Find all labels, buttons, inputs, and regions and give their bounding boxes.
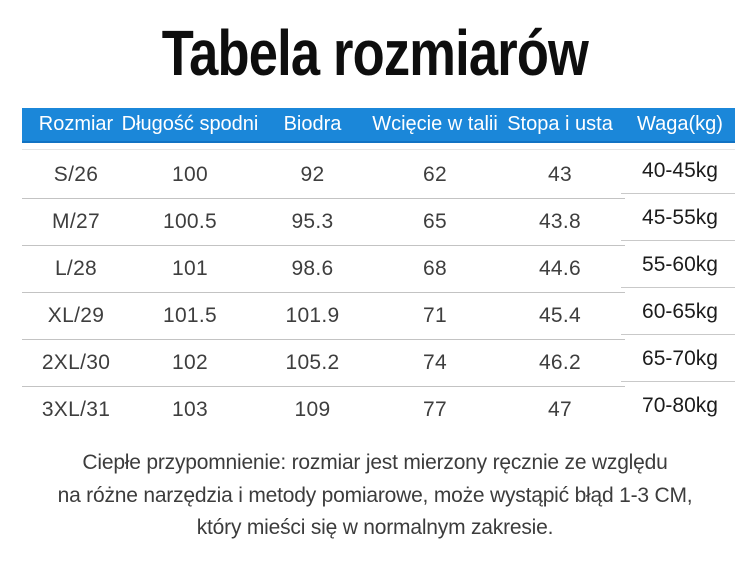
- table-row: 3XL/31 103 109 77 47 70-80kg: [22, 386, 735, 433]
- note-line: który mieści się w normalnym zakresie.: [196, 516, 554, 539]
- column-header-size: Rozmiar: [38, 113, 114, 135]
- table-row: XL/29 101.5 101.9 71 45.4 60-65kg: [22, 292, 735, 340]
- table-header-row: Rozmiar Długość spodni Biodra Wcięcie w …: [22, 108, 735, 143]
- cell-pants-length: 102: [130, 339, 250, 387]
- cell-foot-mouth: 47: [548, 397, 572, 421]
- cell-hips: 109: [294, 397, 331, 421]
- cell-hips: 105.2: [250, 339, 375, 387]
- cell-pants-length: 101: [130, 245, 250, 293]
- cell-pants-length: 100.5: [130, 198, 250, 246]
- header-divider: [22, 149, 735, 150]
- cell-size: 3XL/31: [41, 397, 111, 421]
- cell-weight: 55-60kg: [621, 245, 735, 292]
- column-header-waist: Wcięcie w talii: [372, 113, 498, 135]
- cell-weight: 45-55kg: [621, 198, 735, 245]
- cell-foot-mouth: 43: [495, 151, 625, 199]
- column-header-weight: Waga(kg): [637, 113, 723, 135]
- measurement-note: Ciepłe przypomnienie: rozmiar jest mierz…: [0, 447, 750, 545]
- cell-foot-mouth: 45.4: [495, 292, 625, 340]
- table-row: L/28 101 98.6 68 44.6 55-60kg: [22, 245, 735, 293]
- note-line: na różne narzędzia i metody pomiarowe, m…: [57, 483, 693, 507]
- column-header-hips: Biodra: [283, 113, 342, 135]
- cell-size: S/26: [22, 151, 130, 199]
- cell-size: 2XL/30: [22, 339, 130, 387]
- cell-foot-mouth: 46.2: [495, 339, 625, 387]
- cell-size: L/28: [22, 245, 130, 293]
- cell-hips: 92: [250, 151, 375, 199]
- size-table: Rozmiar Długość spodni Biodra Wcięcie w …: [22, 108, 735, 433]
- cell-weight: 65-70kg: [621, 339, 735, 386]
- cell-weight: 70-80kg: [642, 394, 718, 417]
- table-row: S/26 100 92 62 43 40-45kg: [22, 151, 735, 199]
- cell-waist: 68: [375, 245, 495, 293]
- table-body: S/26 100 92 62 43 40-45kg M/27 100.5 95.…: [22, 151, 735, 433]
- cell-weight: 60-65kg: [621, 292, 735, 339]
- cell-waist: 65: [375, 198, 495, 246]
- title-container: Tabela rozmiarów: [0, 18, 750, 88]
- cell-hips: 101.9: [250, 292, 375, 340]
- note-line: Ciepłe przypomnienie: rozmiar jest mierz…: [82, 451, 668, 474]
- table-row: M/27 100.5 95.3 65 43.8 45-55kg: [22, 198, 735, 246]
- cell-hips: 95.3: [250, 198, 375, 246]
- cell-pants-length: 100: [130, 151, 250, 199]
- cell-waist: 71: [375, 292, 495, 340]
- cell-pants-length: 101.5: [130, 292, 250, 340]
- cell-size: M/27: [22, 198, 130, 246]
- page-title: Tabela rozmiarów: [161, 17, 589, 89]
- cell-weight: 40-45kg: [621, 151, 735, 198]
- cell-waist: 62: [375, 151, 495, 199]
- cell-size: XL/29: [22, 292, 130, 340]
- cell-foot-mouth: 44.6: [495, 245, 625, 293]
- cell-waist: 74: [375, 339, 495, 387]
- column-header-pants-length: Długość spodni: [121, 113, 259, 135]
- column-header-foot-mouth: Stopa i usta: [507, 113, 613, 135]
- cell-foot-mouth: 43.8: [495, 198, 625, 246]
- cell-waist: 77: [423, 397, 447, 421]
- cell-hips: 98.6: [250, 245, 375, 293]
- cell-pants-length: 103: [172, 397, 208, 421]
- table-row: 2XL/30 102 105.2 74 46.2 65-70kg: [22, 339, 735, 387]
